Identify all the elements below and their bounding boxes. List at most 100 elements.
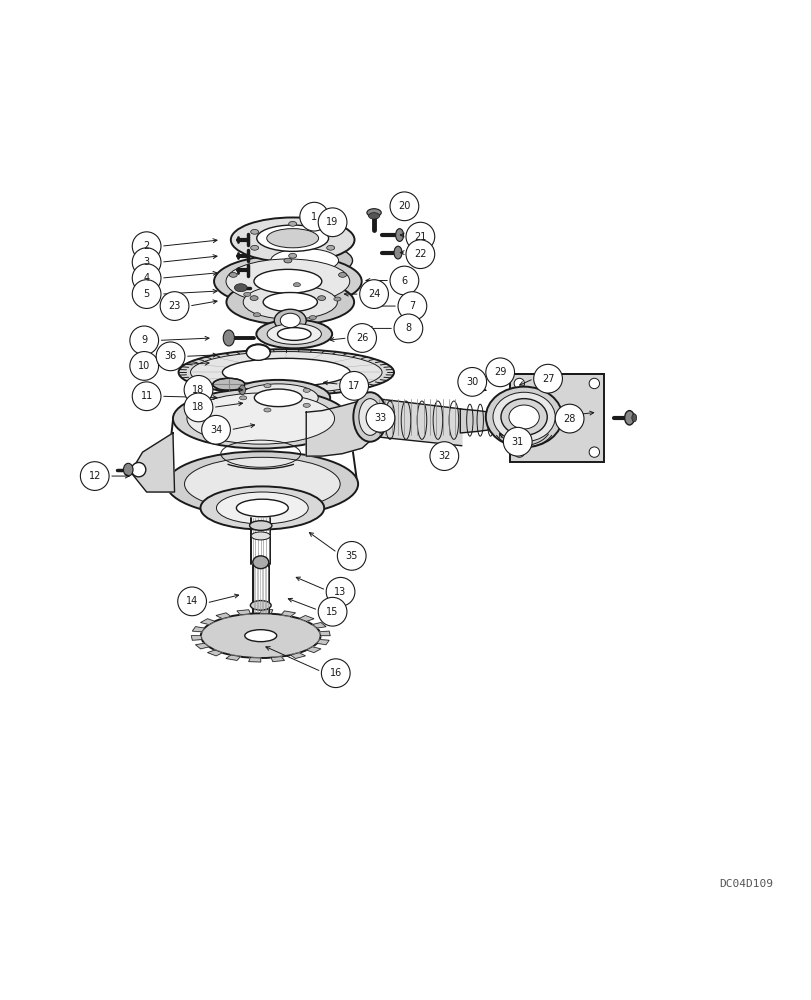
Ellipse shape bbox=[338, 273, 346, 277]
Ellipse shape bbox=[624, 411, 633, 425]
Circle shape bbox=[321, 659, 350, 688]
Polygon shape bbox=[370, 398, 461, 446]
Ellipse shape bbox=[243, 292, 251, 296]
Ellipse shape bbox=[266, 229, 318, 248]
Ellipse shape bbox=[289, 253, 296, 258]
Polygon shape bbox=[248, 658, 260, 662]
Polygon shape bbox=[131, 433, 174, 492]
Ellipse shape bbox=[234, 284, 247, 292]
Ellipse shape bbox=[226, 380, 330, 416]
Ellipse shape bbox=[589, 447, 599, 457]
Circle shape bbox=[132, 280, 161, 308]
Text: 21: 21 bbox=[414, 232, 426, 242]
Text: 32: 32 bbox=[438, 451, 450, 461]
Circle shape bbox=[533, 364, 562, 393]
Text: 11: 11 bbox=[140, 391, 152, 401]
Ellipse shape bbox=[256, 225, 328, 251]
Circle shape bbox=[485, 358, 514, 387]
Polygon shape bbox=[312, 623, 325, 628]
Ellipse shape bbox=[267, 324, 321, 344]
Circle shape bbox=[178, 587, 206, 616]
Ellipse shape bbox=[284, 258, 291, 263]
Circle shape bbox=[299, 202, 328, 231]
Text: 17: 17 bbox=[347, 381, 360, 391]
Circle shape bbox=[184, 375, 212, 404]
Ellipse shape bbox=[303, 403, 310, 407]
Polygon shape bbox=[306, 393, 370, 456]
Ellipse shape bbox=[229, 273, 237, 277]
Ellipse shape bbox=[256, 320, 332, 348]
Polygon shape bbox=[225, 655, 240, 660]
Text: 5: 5 bbox=[144, 289, 149, 299]
Text: 13: 13 bbox=[334, 587, 346, 597]
Text: 19: 19 bbox=[326, 217, 338, 227]
Ellipse shape bbox=[252, 556, 268, 569]
Ellipse shape bbox=[212, 378, 244, 390]
Circle shape bbox=[130, 326, 158, 355]
Text: 1: 1 bbox=[311, 212, 317, 222]
Text: 31: 31 bbox=[511, 437, 523, 447]
Ellipse shape bbox=[485, 387, 562, 447]
Ellipse shape bbox=[230, 217, 354, 262]
Ellipse shape bbox=[253, 313, 260, 317]
Circle shape bbox=[318, 208, 346, 237]
Text: 18: 18 bbox=[192, 385, 204, 395]
Text: 15: 15 bbox=[326, 607, 338, 617]
Text: 9: 9 bbox=[141, 335, 147, 345]
Polygon shape bbox=[260, 609, 272, 614]
Ellipse shape bbox=[200, 613, 320, 658]
Circle shape bbox=[156, 342, 185, 371]
Circle shape bbox=[397, 292, 427, 320]
Ellipse shape bbox=[395, 229, 403, 241]
Ellipse shape bbox=[166, 451, 358, 517]
Ellipse shape bbox=[309, 316, 316, 320]
Polygon shape bbox=[237, 610, 250, 615]
Text: 27: 27 bbox=[541, 374, 554, 384]
Text: 14: 14 bbox=[186, 596, 198, 606]
Circle shape bbox=[406, 240, 434, 269]
Ellipse shape bbox=[226, 279, 354, 325]
Circle shape bbox=[337, 542, 366, 570]
Ellipse shape bbox=[353, 392, 386, 442]
Ellipse shape bbox=[500, 399, 547, 435]
Text: 29: 29 bbox=[493, 367, 506, 377]
Ellipse shape bbox=[492, 392, 555, 442]
Text: 2: 2 bbox=[144, 241, 149, 251]
Ellipse shape bbox=[222, 358, 350, 386]
Polygon shape bbox=[290, 653, 305, 658]
Ellipse shape bbox=[225, 259, 350, 304]
Ellipse shape bbox=[270, 249, 338, 273]
Text: 4: 4 bbox=[144, 273, 149, 283]
Text: 33: 33 bbox=[374, 413, 386, 423]
Text: DC04D109: DC04D109 bbox=[719, 879, 772, 889]
Ellipse shape bbox=[513, 447, 524, 457]
Ellipse shape bbox=[508, 405, 539, 429]
Ellipse shape bbox=[280, 313, 300, 328]
Text: 23: 23 bbox=[168, 301, 181, 311]
Ellipse shape bbox=[249, 521, 272, 530]
Ellipse shape bbox=[274, 309, 306, 332]
Ellipse shape bbox=[311, 216, 322, 222]
Circle shape bbox=[132, 232, 161, 261]
Ellipse shape bbox=[513, 378, 524, 389]
Polygon shape bbox=[208, 650, 222, 656]
Ellipse shape bbox=[184, 457, 340, 511]
Polygon shape bbox=[271, 657, 284, 662]
Ellipse shape bbox=[393, 246, 401, 259]
Ellipse shape bbox=[264, 384, 271, 388]
Ellipse shape bbox=[236, 499, 288, 517]
Polygon shape bbox=[195, 643, 208, 649]
Text: 28: 28 bbox=[563, 414, 575, 424]
Text: 7: 7 bbox=[409, 301, 415, 311]
Ellipse shape bbox=[264, 408, 271, 412]
Ellipse shape bbox=[214, 255, 361, 308]
Text: 35: 35 bbox=[345, 551, 358, 561]
Ellipse shape bbox=[289, 221, 296, 226]
Ellipse shape bbox=[251, 245, 259, 250]
Ellipse shape bbox=[239, 385, 245, 395]
Text: 3: 3 bbox=[144, 257, 149, 267]
Text: 34: 34 bbox=[210, 425, 222, 435]
Ellipse shape bbox=[178, 349, 393, 395]
Polygon shape bbox=[460, 409, 501, 433]
Ellipse shape bbox=[223, 330, 234, 346]
